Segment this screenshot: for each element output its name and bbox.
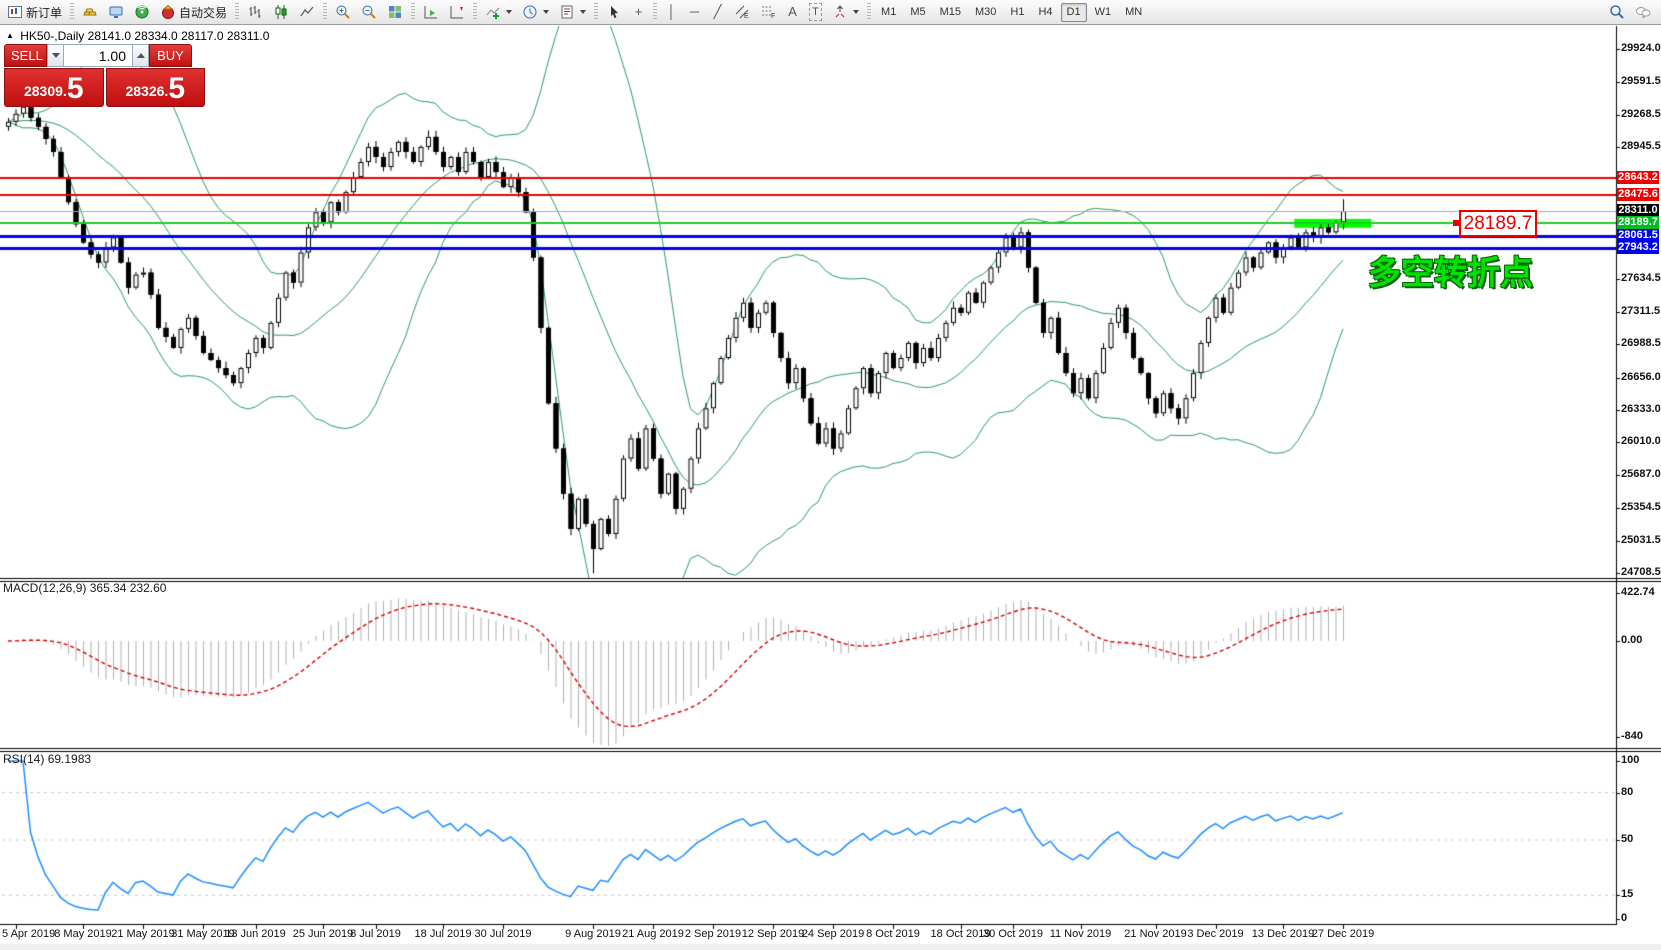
periods-clock-icon — [523, 5, 537, 19]
bar-chart-mode-button[interactable] — [243, 2, 267, 23]
periods-button[interactable] — [518, 2, 553, 23]
autotrading-icon — [162, 4, 175, 19]
text-label-icon: T — [809, 3, 822, 21]
horizontal-line-tool-button[interactable]: ─ — [684, 2, 705, 23]
timeframe-button-D1[interactable]: D1 — [1060, 2, 1087, 22]
triangle-up-icon — [136, 53, 145, 58]
buy-button[interactable]: BUY — [149, 44, 192, 67]
templates-button[interactable] — [555, 2, 590, 23]
chart-shift-button[interactable] — [445, 2, 469, 23]
tile-windows-icon — [389, 6, 402, 18]
triangle-down-icon — [51, 53, 60, 58]
auto-scroll-icon — [424, 6, 438, 19]
new-order-icon — [8, 6, 22, 18]
zoom-out-icon — [362, 5, 376, 19]
buy-price: 28326. — [125, 83, 169, 99]
buy-price-panel[interactable]: 28326. 5 — [105, 68, 205, 107]
toolbar-grip — [235, 3, 240, 21]
auto-scroll-button[interactable] — [419, 2, 443, 23]
arrows-dropdown-caret — [853, 10, 860, 14]
sell-price-panel[interactable]: 28309. 5 — [4, 68, 104, 107]
buy-price-big-digit: 5 — [168, 72, 185, 105]
tile-windows-button[interactable] — [383, 2, 407, 23]
arrows-tool-button[interactable] — [828, 2, 863, 23]
trendline-tool-button[interactable]: ╱ — [707, 2, 728, 23]
chat-bubbles-icon — [1636, 7, 1651, 19]
vertical-line-icon: │ — [667, 4, 676, 19]
volume-input[interactable] — [64, 44, 132, 67]
search-icon — [1610, 5, 1624, 19]
sell-price: 28309. — [23, 83, 67, 99]
trendline-icon: ╱ — [713, 4, 722, 19]
timeframe-button-M1[interactable]: M1 — [875, 3, 902, 22]
zoom-out-button[interactable] — [357, 2, 381, 23]
signal-button[interactable] — [130, 2, 154, 23]
cursor-tool-button[interactable] — [602, 2, 626, 23]
crosshair-tool-button[interactable]: + — [628, 2, 649, 23]
main-toolbar: 新订单 自动交易 — [0, 0, 1661, 25]
timeframe-button-M5[interactable]: M5 — [904, 3, 931, 22]
sell-price-big-digit: 5 — [66, 72, 84, 105]
fibonacci-icon: F — [762, 6, 775, 20]
autotrading-button[interactable]: 自动交易 — [156, 2, 231, 23]
text-tool-button[interactable]: A — [782, 2, 803, 23]
timeframe-button-MN[interactable]: MN — [1119, 3, 1148, 22]
one-click-trading-panel: SELL BUY 28309.5 28326.5 — [4, 44, 205, 107]
toolbar-grip — [867, 3, 872, 21]
toolbar-grip — [594, 3, 599, 21]
candlestick-icon — [275, 5, 287, 19]
signal-icon — [135, 5, 149, 19]
toolbar-grip — [323, 3, 328, 21]
timeframe-button-M15[interactable]: M15 — [934, 3, 967, 22]
toolbar-grip — [473, 3, 478, 21]
timeframe-button-H1[interactable]: H1 — [1004, 3, 1030, 22]
volume-decrease-button[interactable] — [47, 44, 64, 67]
chart-shift-icon — [450, 6, 464, 19]
bar-chart-icon — [249, 6, 261, 18]
candlestick-mode-button[interactable] — [269, 2, 293, 23]
chat-button[interactable] — [1631, 2, 1655, 23]
arrows-icon — [835, 5, 845, 18]
fibonacci-tool-button[interactable]: F — [756, 2, 780, 23]
horizontal-line-icon: ─ — [689, 4, 700, 19]
svg-text:F: F — [771, 13, 775, 20]
svg-text:E: E — [744, 13, 749, 20]
autotrading-label: 自动交易 — [179, 5, 228, 20]
zoom-in-button[interactable] — [331, 2, 355, 23]
timeframe-button-M30[interactable]: M30 — [969, 3, 1002, 22]
new-order-button[interactable]: 新订单 — [3, 2, 66, 23]
text-label-tool-button[interactable]: T — [805, 2, 826, 23]
toolbar-grip — [411, 3, 416, 21]
indicators-dropdown-caret — [506, 10, 513, 14]
zoom-in-icon — [336, 5, 350, 19]
terminal-monitor-icon — [109, 6, 123, 18]
timeframe-button-H4[interactable]: H4 — [1032, 3, 1058, 22]
terminal-button[interactable] — [104, 2, 128, 23]
toolbar-grip — [70, 3, 75, 21]
cursor-icon — [611, 6, 619, 19]
search-button[interactable] — [1605, 2, 1629, 23]
gold-bars-icon — [83, 8, 97, 16]
equidistant-channel-icon: E — [735, 5, 749, 20]
price-callout-box[interactable]: 28189.7 — [1459, 210, 1537, 237]
indicators-button[interactable] — [481, 2, 516, 23]
crosshair-icon: + — [634, 4, 643, 19]
periods-dropdown-caret — [543, 10, 550, 14]
templates-icon — [561, 5, 573, 19]
timeframe-button-W1[interactable]: W1 — [1089, 3, 1118, 22]
templates-dropdown-caret — [580, 10, 587, 14]
sell-button[interactable]: SELL — [4, 44, 47, 67]
channel-tool-button[interactable]: E — [730, 2, 754, 23]
line-chart-mode-button[interactable] — [295, 2, 319, 23]
timeframe-toolbar: M1 M5 M15 M30 H1 H4 D1 W1 MN — [874, 2, 1149, 22]
toolbar-grip — [653, 3, 658, 21]
deposit-button[interactable] — [78, 2, 102, 23]
vertical-line-tool-button[interactable]: │ — [661, 2, 682, 23]
new-order-label: 新订单 — [26, 5, 63, 20]
text-icon: A — [788, 4, 797, 19]
line-chart-icon — [300, 6, 314, 17]
indicators-icon — [486, 7, 500, 19]
volume-increase-button[interactable] — [132, 44, 149, 67]
